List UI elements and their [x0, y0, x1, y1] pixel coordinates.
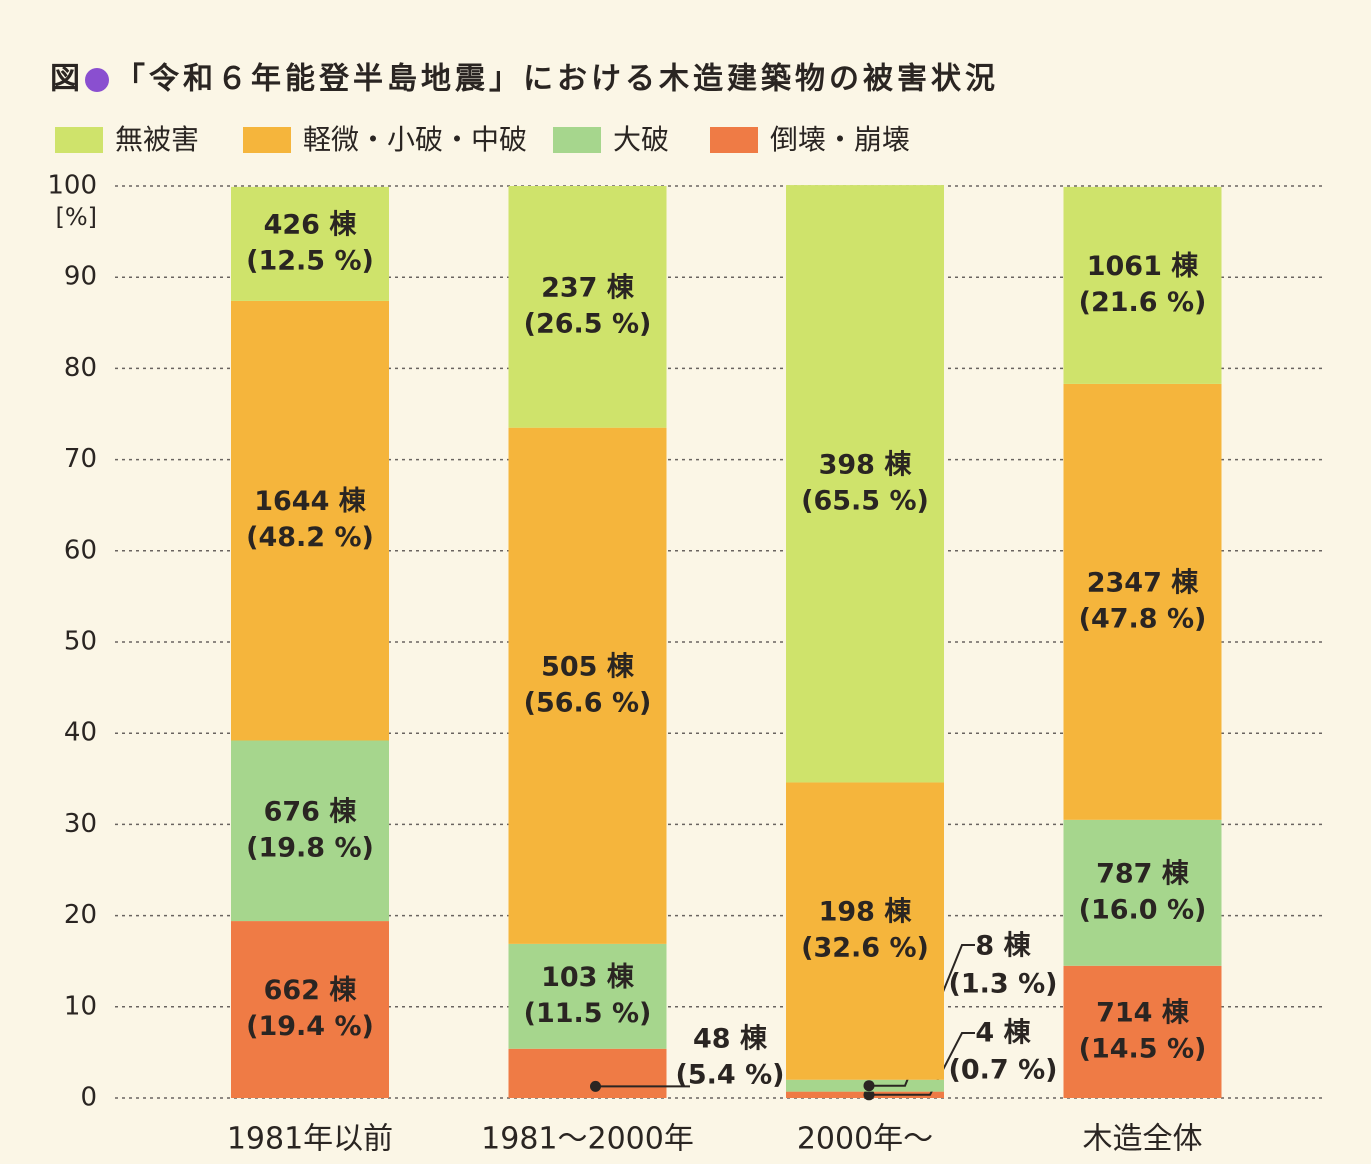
callout-dot — [590, 1080, 601, 1092]
value-label: (32.6 %) — [801, 933, 929, 964]
count-label: 4 棟 — [975, 1018, 1031, 1049]
bar-segment — [1063, 383, 1222, 820]
value-label: (14.5 %) — [1079, 1033, 1207, 1064]
value-label: (65.5 %) — [801, 485, 929, 516]
y-tick-label: 0 — [80, 1083, 97, 1113]
x-tick-label: 木造全体 — [1083, 1122, 1203, 1157]
bar-segment — [1063, 819, 1222, 966]
y-tick-label: 100 — [47, 171, 97, 201]
x-tick-label: 2000年～ — [797, 1122, 933, 1157]
y-tick-label: 10 — [64, 991, 97, 1021]
y-tick-label: 40 — [64, 718, 97, 748]
legend-label: 大破 — [613, 123, 669, 156]
count-label: 2347 棟 — [1087, 567, 1200, 598]
value-label: (12.5 %) — [246, 245, 374, 276]
bar-segment — [1063, 186, 1222, 384]
bar-segment — [231, 921, 389, 1098]
legend-swatch — [710, 127, 758, 153]
count-label: 662 棟 — [264, 975, 358, 1006]
callout-dot — [863, 1080, 875, 1092]
count-label: 426 棟 — [264, 209, 358, 240]
y-tick-label: 80 — [64, 353, 97, 383]
bar-segment — [231, 186, 389, 301]
value-label: (47.8 %) — [1079, 603, 1207, 634]
count-label: 676 棟 — [264, 796, 358, 827]
y-tick-label: 30 — [64, 809, 97, 839]
bar-segment — [1063, 965, 1222, 1098]
value-label: (1.3 %) — [949, 969, 1058, 1000]
count-label: 1644 棟 — [254, 486, 367, 517]
value-label: (5.4 %) — [676, 1060, 785, 1091]
chart-title: 「令和６年能登半島地震」における木造建築物の被害状況 — [115, 62, 999, 97]
count-label: 198 棟 — [819, 897, 913, 928]
count-label: 103 棟 — [541, 962, 635, 993]
count-label: 714 棟 — [1096, 997, 1190, 1028]
y-unit: [%] — [55, 203, 97, 231]
y-tick-label: 60 — [64, 535, 97, 565]
count-label: 237 棟 — [541, 272, 635, 303]
x-tick-label: 1981年以前 — [227, 1122, 393, 1157]
y-tick-label: 90 — [64, 262, 97, 292]
y-tick-label: 70 — [64, 444, 97, 474]
callout-line — [869, 1032, 975, 1096]
count-label: 505 棟 — [541, 651, 635, 682]
legend-swatch — [553, 127, 601, 153]
count-label: 48 棟 — [693, 1024, 768, 1055]
legend-label: 倒壊・崩壊 — [770, 123, 910, 156]
callout-dot — [863, 1089, 875, 1101]
bar-segment — [786, 782, 944, 1080]
count-label: 8 棟 — [975, 931, 1031, 962]
legend-swatch — [243, 127, 291, 153]
count-label: 787 棟 — [1096, 858, 1190, 889]
bar-segment — [786, 185, 944, 783]
y-tick-label: 20 — [64, 900, 97, 930]
value-label: (11.5 %) — [524, 998, 652, 1029]
legend-swatch — [55, 127, 103, 153]
bar-segment — [231, 300, 389, 741]
title-prefix: 図 — [50, 62, 80, 97]
y-tick-label: 50 — [64, 627, 97, 657]
value-label: (0.7 %) — [949, 1055, 1058, 1086]
bar-segment — [508, 1048, 667, 1098]
legend-label: 無被害 — [115, 123, 199, 156]
value-label: (16.0 %) — [1079, 894, 1207, 925]
title-dot — [85, 68, 109, 92]
count-label: 398 棟 — [819, 449, 913, 480]
value-label: (48.2 %) — [246, 522, 374, 553]
value-label: (56.6 %) — [524, 687, 652, 718]
value-label: (26.5 %) — [524, 308, 652, 339]
legend-label: 軽微・小破・中破 — [303, 123, 527, 156]
bar-segment — [508, 943, 667, 1049]
value-label: (21.6 %) — [1079, 287, 1207, 318]
value-label: (19.4 %) — [246, 1011, 374, 1042]
bar-segment — [508, 186, 667, 428]
bar-segment — [508, 427, 667, 944]
value-label: (19.8 %) — [246, 832, 374, 863]
bar-segment — [231, 740, 389, 922]
count-label: 1061 棟 — [1087, 251, 1200, 282]
x-tick-label: 1981～2000年 — [481, 1122, 694, 1157]
